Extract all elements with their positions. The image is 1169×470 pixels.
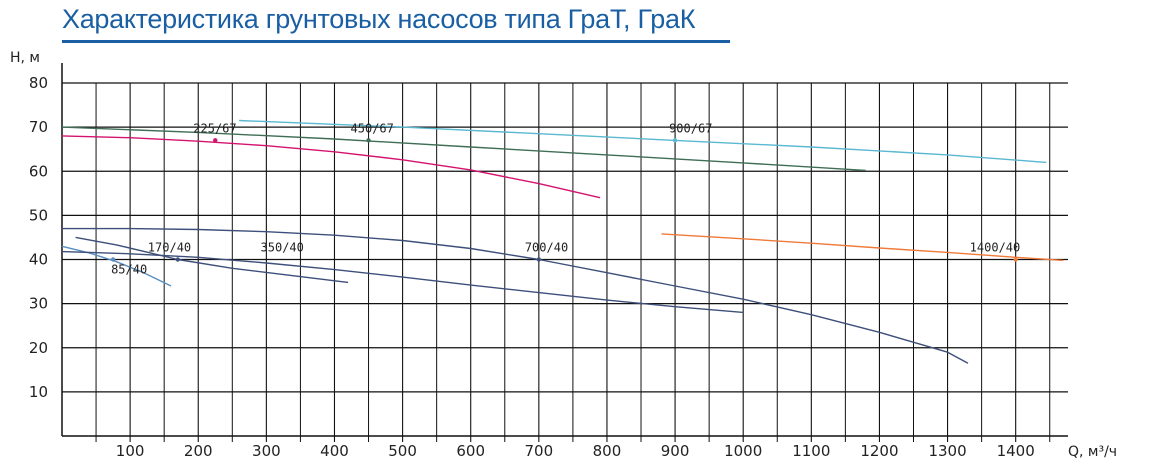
x-tick-label: 600 [456, 442, 485, 460]
series-label-900-67: 900/67 [669, 121, 712, 135]
x-tick-label: 700 [525, 442, 554, 460]
minor-grid [95, 83, 1051, 442]
operating-point-700-40 [536, 257, 542, 262]
series-line-170-40 [75, 236, 349, 284]
series-label-170-40: 170/40 [148, 241, 191, 255]
axes [61, 63, 1068, 437]
x-tick-label: 1300 [928, 442, 966, 460]
x-tick-label: 1400 [997, 442, 1035, 460]
y-tick-labels: 10 20 30 40 50 60 70 80 [29, 74, 48, 401]
title-underline [62, 40, 730, 43]
series-label-85-40: 85/40 [111, 263, 147, 277]
series-line-450-67 [61, 126, 866, 172]
x-tick-label: 1100 [792, 442, 830, 460]
series-label-225-67: 225/67 [193, 121, 236, 135]
x-tick-label: 900 [661, 442, 690, 460]
y-tick-label: 40 [29, 251, 48, 269]
x-tick-label: 400 [320, 442, 349, 460]
x-tick-label: 1000 [724, 442, 762, 460]
y-tick-label: 70 [29, 118, 48, 136]
y-tick-label: 10 [29, 383, 48, 401]
operating-point-225-67 [213, 138, 218, 143]
series-line-350-40 [61, 250, 744, 314]
x-tick-labels: 100 200 300 400 500 600 700 800 900 1000 1100 1200 1… [116, 442, 1035, 460]
x-tick-label: 200 [184, 442, 213, 460]
x-tick-label: 500 [388, 442, 417, 460]
series-line-85-40 [61, 245, 172, 287]
series-line-225-67 [61, 135, 601, 199]
chart-title: Характеристика грунтовых насосов типа Гр… [62, 4, 696, 34]
x-tick-label: 1200 [860, 442, 898, 460]
y-tick-label: 50 [29, 206, 48, 224]
series-label-1400-40: 1400/40 [970, 241, 1021, 255]
y-axis-label: H, м [10, 50, 40, 66]
series-label-350-40: 350/40 [261, 241, 304, 255]
x-axis-label: Q, м³/ч [1068, 444, 1117, 460]
series-lines [61, 119, 1064, 364]
x-tick-label: 800 [593, 442, 622, 460]
x-tick-label: 100 [116, 442, 145, 460]
major-grid [62, 82, 1068, 442]
y-tick-label: 20 [29, 339, 48, 357]
operating-point-85-40 [110, 257, 116, 262]
operating-point-450-67 [366, 138, 371, 143]
operating-point-900-67 [672, 138, 678, 143]
x-tick-label: 300 [252, 442, 281, 460]
operating-point-1400-40 [1013, 257, 1018, 262]
operating-point-170-40 [175, 257, 181, 262]
y-tick-label: 60 [29, 162, 48, 180]
series-label-700-40: 700/40 [525, 241, 568, 255]
y-tick-label: 80 [29, 74, 48, 92]
y-tick-label: 30 [29, 295, 48, 313]
series-label-450-67: 450/67 [351, 121, 394, 135]
series-line-1400-40 [661, 233, 1064, 262]
